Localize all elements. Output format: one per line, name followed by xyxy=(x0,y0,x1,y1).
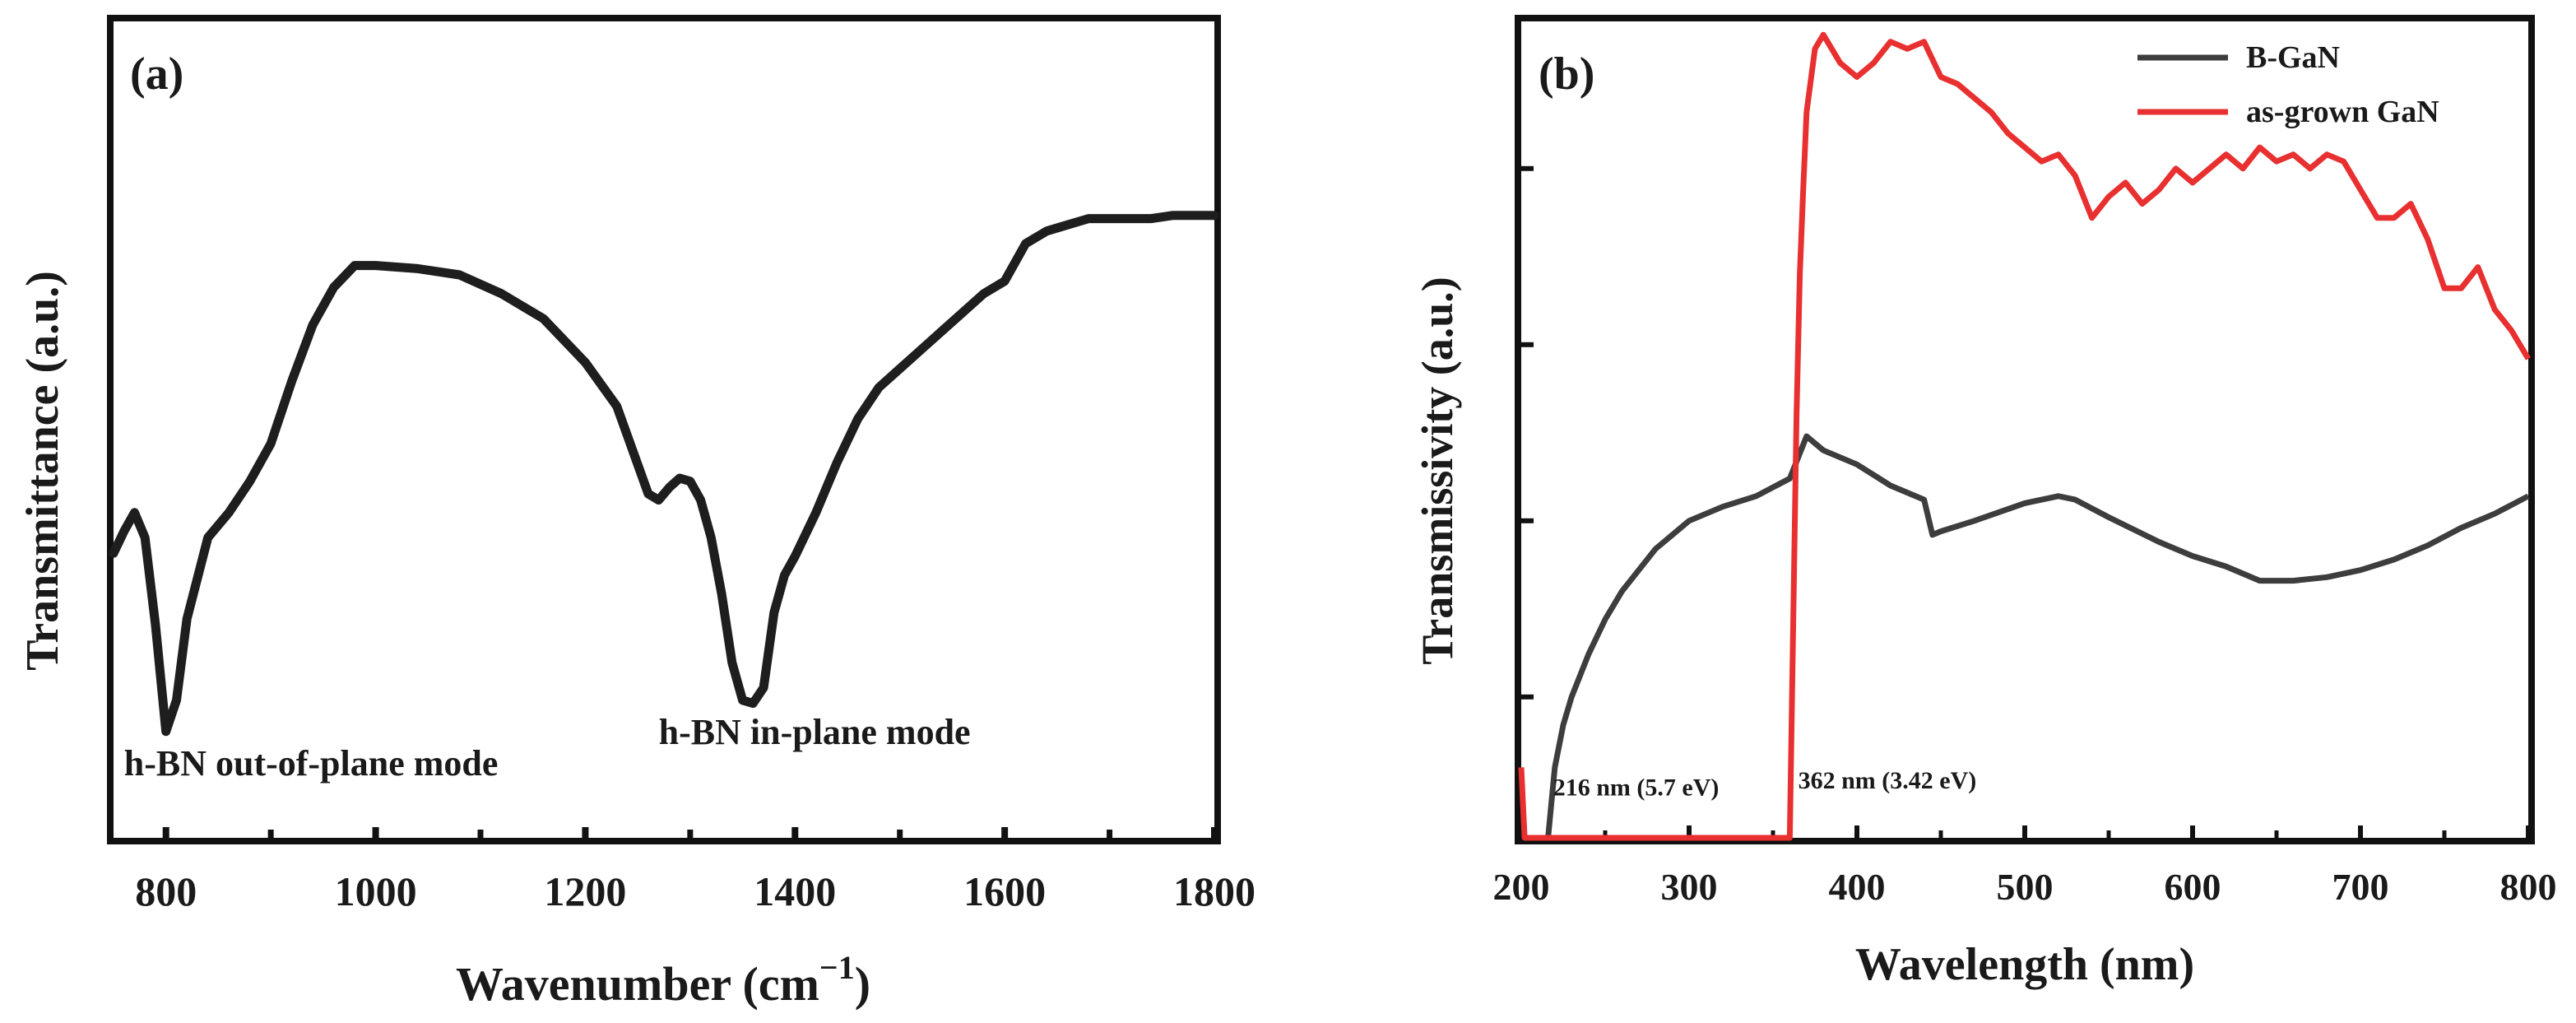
annotation-216nm: 216 nm (5.7 eV) xyxy=(1553,774,1720,802)
legend: B-GaN as-grown GaN xyxy=(2137,40,2439,129)
panel-a-label: (a) xyxy=(130,49,183,100)
x-tick-label-200: 200 xyxy=(1493,866,1550,908)
panel-b-y-axis-title: Transmissivity (a.u.) xyxy=(1413,277,1462,665)
series-as-grown-gan-line xyxy=(1518,31,2532,841)
panel-a: (a) 800 1000 1200 1400 1600 1800 h-BN out-of-… xyxy=(17,15,1256,1011)
series-b-gan-line xyxy=(1545,433,2530,839)
panel-b-x-axis-title: Wavelength (nm) xyxy=(1855,939,2194,990)
x-tick-label-800: 800 xyxy=(2500,866,2557,908)
panel-a-x-axis-title: Wavenumber (cm−1) xyxy=(456,949,870,1011)
x-tick-label-300: 300 xyxy=(1661,866,1718,908)
legend-label-b-gan: B-GaN xyxy=(2246,40,2340,75)
x-tick-label-1200: 1200 xyxy=(544,868,626,914)
x-tick-label-1400: 1400 xyxy=(754,868,836,914)
x-tick-label-400: 400 xyxy=(1829,866,1886,908)
annotation-362nm: 362 nm (3.42 eV) xyxy=(1799,767,1977,794)
x-tick-label-500: 500 xyxy=(1997,866,2054,908)
panel-a-x-ticks xyxy=(162,827,1218,838)
panel-b-x-tick-labels: 200 300 400 500 600 700 800 xyxy=(1493,866,2557,908)
annotation-in-plane: h-BN in-plane mode xyxy=(659,712,971,752)
annotation-out-of-plane: h-BN out-of-plane mode xyxy=(124,743,499,784)
x-tick-label-800: 800 xyxy=(135,868,197,914)
panel-b-frame xyxy=(1515,15,2535,844)
panel-a-frame xyxy=(107,15,1221,844)
panel-a-y-axis-title: Transmittance (a.u.) xyxy=(17,271,68,671)
panel-b-y-ticks xyxy=(1521,165,1534,700)
panel-b: (b) 200 300 400 500 600 700 800 216 nm (5.7 eV… xyxy=(1413,15,2557,990)
legend-label-as-grown-gan: as-grown GaN xyxy=(2246,95,2439,129)
panel-b-label: (b) xyxy=(1539,49,1594,100)
x-tick-label-1800: 1800 xyxy=(1173,868,1256,914)
x-tick-label-1600: 1600 xyxy=(963,868,1046,914)
x-tick-label-1000: 1000 xyxy=(335,868,417,914)
series-ftir-line xyxy=(109,211,1219,737)
panel-a-x-tick-labels: 800 1000 1200 1400 1600 1800 xyxy=(135,868,1256,914)
x-tick-label-600: 600 xyxy=(2165,866,2221,908)
x-tick-label-700: 700 xyxy=(2332,866,2389,908)
